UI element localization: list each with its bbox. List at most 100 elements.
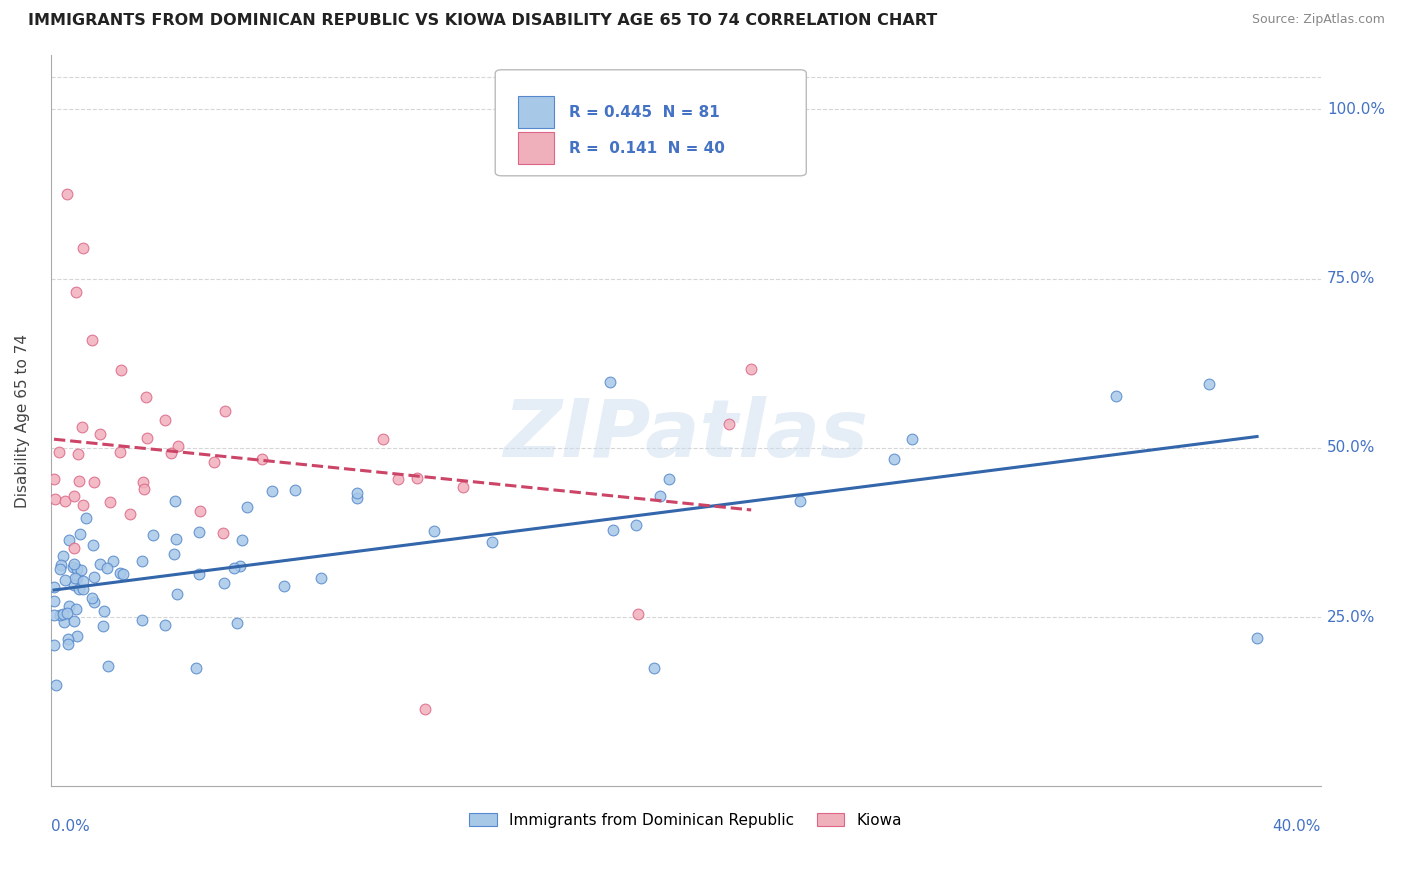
Point [62, 614, 84, 628]
Point [58, 599, 80, 614]
Point [89, 426, 111, 441]
Point [224, 561, 246, 575]
Point [260, 484, 283, 499]
Point [80, 591, 103, 606]
Point [56, 607, 79, 621]
Point [214, 403, 236, 417]
Point [83, 595, 105, 609]
Text: 100.0%: 100.0% [1327, 102, 1385, 117]
Point [72, 582, 94, 596]
Bar [517, 96, 554, 128]
Text: R =  0.141  N = 40: R = 0.141 N = 40 [569, 141, 724, 156]
Point [131, 554, 153, 568]
Legend: Immigrants from Dominican Republic, Kiowa: Immigrants from Dominican Republic, Kiow… [463, 806, 908, 834]
Point [72, 241, 94, 255]
Point [62, 489, 84, 503]
Point [136, 432, 159, 446]
Point [236, 500, 259, 514]
Point [627, 607, 650, 621]
Point [101, 554, 124, 568]
Point [42, 593, 65, 607]
Point [89, 557, 111, 571]
Point [111, 567, 134, 582]
Point [1246, 631, 1268, 645]
Point [346, 491, 368, 505]
Y-axis label: Disability Age 65 to 74: Disability Age 65 to 74 [15, 334, 30, 508]
Point [1198, 376, 1220, 391]
Point [93, 604, 115, 618]
Point [789, 494, 811, 508]
Point [202, 455, 225, 469]
Point [96, 560, 118, 574]
Point [82, 333, 104, 347]
Point [658, 472, 681, 486]
Point [188, 504, 211, 518]
Text: ZIPatlas: ZIPatlas [503, 396, 868, 475]
Point [624, 518, 647, 533]
Point [62, 578, 84, 592]
Point [166, 439, 188, 453]
Point [83, 570, 105, 584]
Point [97, 659, 120, 673]
Point [142, 528, 165, 542]
Point [52, 615, 75, 629]
Point [110, 363, 132, 377]
Point [648, 489, 671, 503]
Point [163, 547, 186, 561]
Bar [517, 132, 554, 164]
Point [387, 472, 409, 486]
Point [599, 376, 621, 390]
Point [52, 549, 75, 563]
Point [67, 475, 90, 489]
Point [83, 475, 105, 489]
Point [65, 629, 87, 643]
Point [42, 473, 65, 487]
Point [49, 558, 72, 573]
Point [44, 491, 66, 506]
Point [63, 571, 86, 585]
Point [273, 579, 295, 593]
Point [135, 390, 157, 404]
Point [226, 616, 249, 631]
Point [91, 619, 114, 633]
Point [53, 573, 76, 587]
Point [42, 639, 65, 653]
Point [229, 559, 252, 574]
Text: 40.0%: 40.0% [1272, 820, 1320, 834]
Point [134, 482, 156, 496]
Point [65, 602, 87, 616]
Point [75, 511, 97, 525]
Point [45, 678, 67, 692]
Text: 50.0%: 50.0% [1327, 441, 1375, 456]
Point [58, 637, 80, 651]
Point [49, 608, 72, 623]
Point [66, 447, 89, 461]
Point [159, 446, 181, 460]
Point [901, 432, 924, 446]
FancyBboxPatch shape [495, 70, 806, 176]
Point [63, 557, 86, 571]
Text: 0.0%: 0.0% [51, 820, 90, 834]
Point [70, 563, 93, 577]
Point [1105, 389, 1128, 403]
Point [55, 186, 77, 201]
Point [186, 661, 208, 675]
Point [311, 571, 333, 585]
Point [66, 571, 89, 585]
Point [212, 526, 235, 541]
Point [69, 526, 91, 541]
Point [165, 533, 187, 547]
Point [108, 566, 131, 580]
Point [602, 523, 624, 537]
Text: 75.0%: 75.0% [1327, 271, 1375, 286]
Point [52, 607, 75, 621]
Point [212, 576, 235, 591]
Point [188, 525, 211, 540]
Point [42, 608, 65, 623]
Point [48, 445, 70, 459]
Point [423, 524, 446, 538]
Point [481, 535, 503, 549]
Point [231, 533, 253, 548]
Point [252, 452, 274, 467]
Point [163, 493, 186, 508]
